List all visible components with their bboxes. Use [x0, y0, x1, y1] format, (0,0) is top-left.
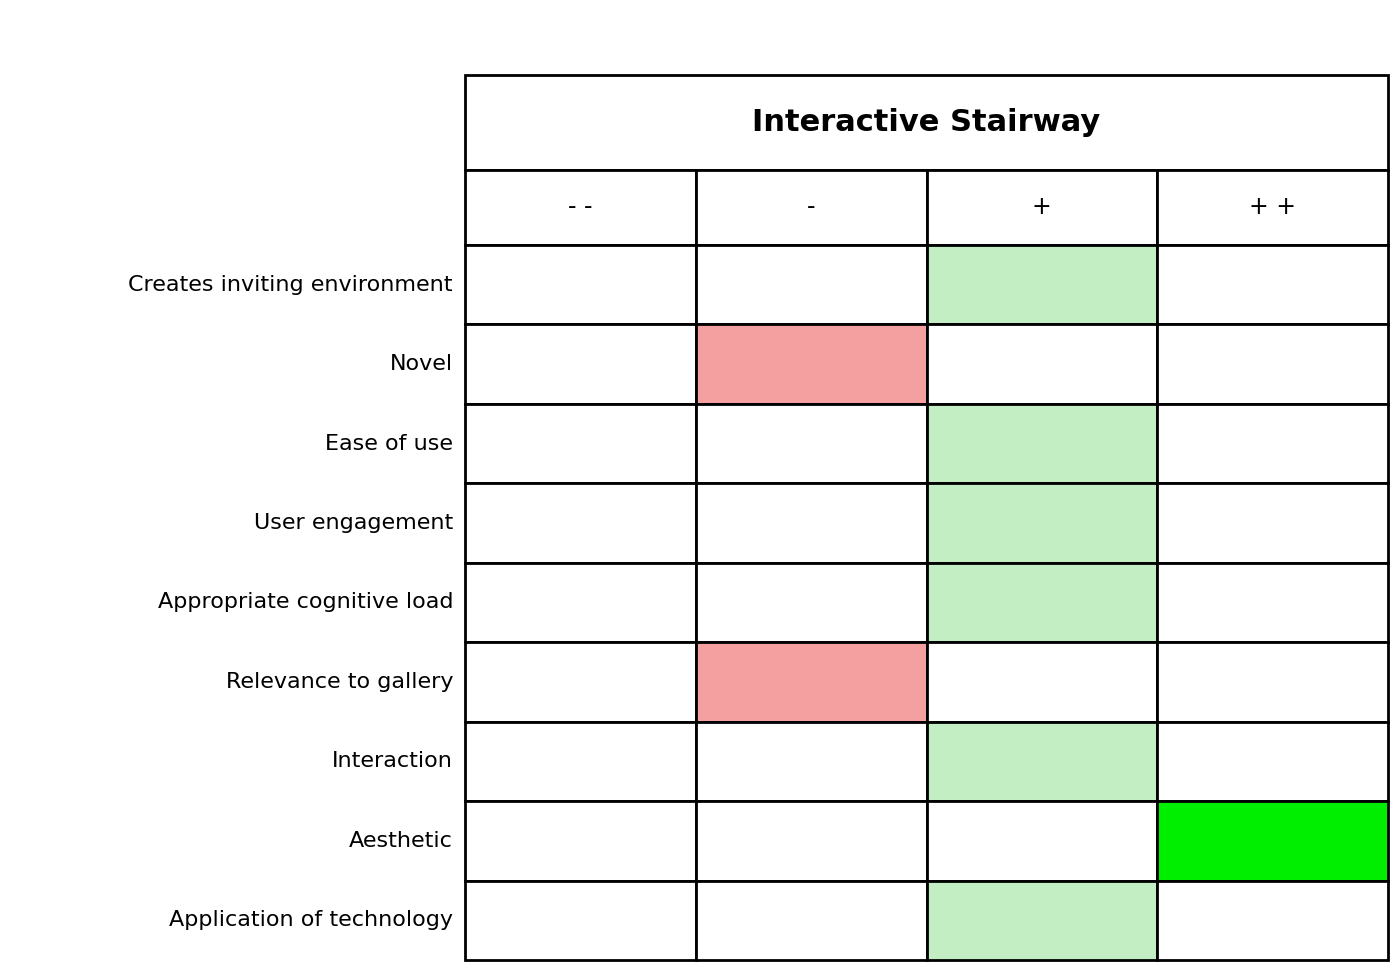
Text: Interactive Stairway: Interactive Stairway: [752, 108, 1100, 137]
Bar: [695, 484, 926, 563]
Bar: [926, 325, 1158, 404]
Text: + +: + +: [1250, 196, 1295, 219]
Bar: [926, 484, 1158, 563]
Bar: [1158, 880, 1387, 960]
Bar: [465, 404, 695, 484]
Bar: [465, 722, 695, 801]
Bar: [1158, 404, 1387, 484]
Bar: [465, 643, 695, 722]
Bar: [695, 325, 926, 404]
Text: -: -: [807, 196, 815, 219]
Bar: [465, 880, 695, 960]
Text: User engagement: User engagement: [254, 513, 453, 533]
Bar: [926, 245, 1158, 325]
Bar: [465, 170, 695, 245]
Text: Appropriate cognitive load: Appropriate cognitive load: [157, 593, 453, 612]
Bar: [1158, 325, 1387, 404]
Bar: [926, 170, 1158, 245]
Bar: [465, 563, 695, 643]
Bar: [926, 643, 1158, 722]
Bar: [695, 563, 926, 643]
Text: - -: - -: [568, 196, 592, 219]
Bar: [465, 325, 695, 404]
Bar: [1158, 643, 1387, 722]
Text: Novel: Novel: [390, 354, 453, 374]
Bar: [926, 801, 1158, 880]
Bar: [926, 563, 1158, 643]
Bar: [695, 404, 926, 484]
Bar: [695, 801, 926, 880]
Text: Interaction: Interaction: [332, 752, 453, 771]
Bar: [465, 245, 695, 325]
Bar: [465, 484, 695, 563]
Bar: [465, 75, 1387, 170]
Text: Application of technology: Application of technology: [169, 911, 453, 930]
Bar: [926, 880, 1158, 960]
Text: Aesthetic: Aesthetic: [350, 831, 453, 851]
Bar: [695, 880, 926, 960]
Text: Relevance to gallery: Relevance to gallery: [226, 672, 453, 692]
Text: Creates inviting environment: Creates inviting environment: [128, 275, 453, 294]
Bar: [1158, 484, 1387, 563]
Bar: [1158, 801, 1387, 880]
Bar: [695, 245, 926, 325]
Bar: [695, 170, 926, 245]
Bar: [1158, 722, 1387, 801]
Bar: [1158, 245, 1387, 325]
Bar: [695, 643, 926, 722]
Bar: [926, 722, 1158, 801]
Bar: [1158, 170, 1387, 245]
Text: Ease of use: Ease of use: [325, 434, 453, 453]
Bar: [695, 722, 926, 801]
Bar: [1158, 563, 1387, 643]
Text: +: +: [1032, 196, 1052, 219]
Bar: [465, 801, 695, 880]
Bar: [926, 404, 1158, 484]
